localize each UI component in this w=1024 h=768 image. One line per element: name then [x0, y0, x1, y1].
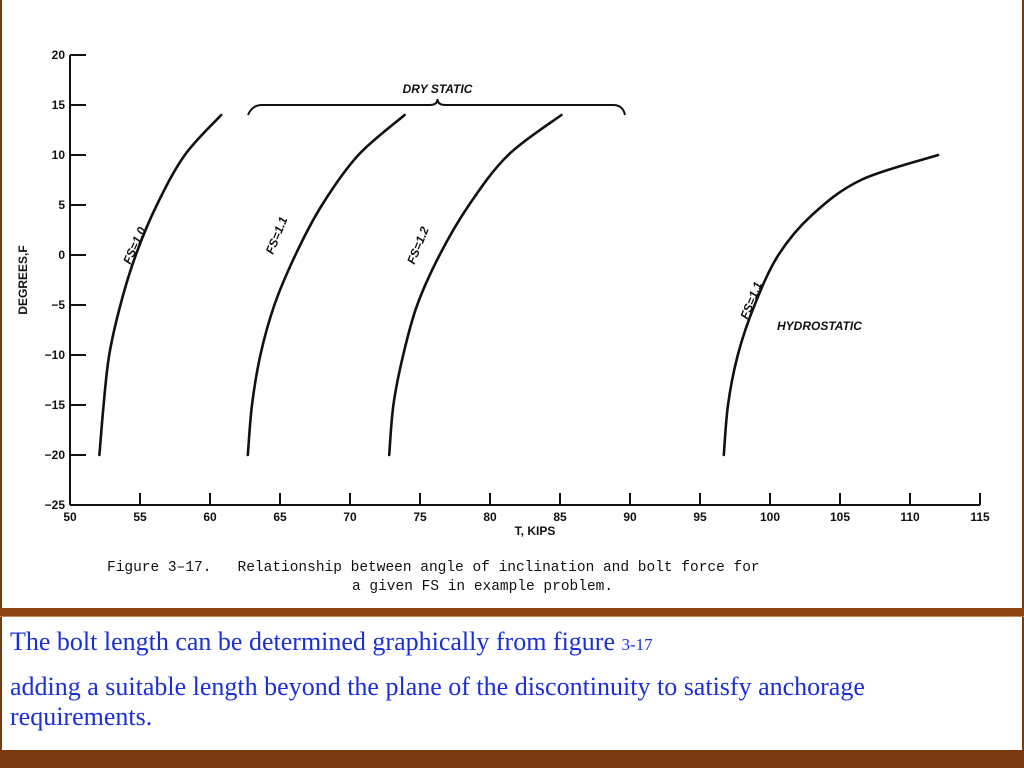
x-tick-label: 100 [760, 510, 780, 524]
x-tick-label: 110 [900, 510, 920, 524]
x-tick-label: 75 [413, 510, 427, 524]
curve-fs-1-2 [387, 113, 563, 457]
x-tick-label: 95 [693, 510, 707, 524]
y-tick-label: 15 [52, 98, 66, 112]
label-fs-1-2: FS=1.2 [404, 224, 432, 266]
figure-caption: Figure 3–17. Relationship between angle … [107, 560, 760, 595]
x-tick-label: 60 [203, 510, 217, 524]
x-tick-label: 80 [483, 510, 497, 524]
x-axis-title: T, KIPS [515, 524, 556, 538]
body-text-line-1: The bolt length can be determined graphi… [10, 627, 1010, 660]
chart-series [98, 113, 940, 457]
caption-line-1: Figure 3–17. Relationship between angle … [107, 560, 760, 576]
dry-static-label: DRY STATIC [403, 82, 473, 96]
figure-reference: 3-17 [621, 635, 653, 654]
dry-static-bracket-line [247, 98, 626, 116]
y-tick-label: −25 [45, 498, 66, 512]
curve-fs-1-1-hydrostatic [722, 153, 940, 457]
caption-line-2: a given FS in example problem. [352, 579, 613, 595]
divider-line [0, 616, 1024, 617]
x-tick-label: 85 [553, 510, 567, 524]
curve-fs-1-1-dry [246, 113, 406, 457]
dry-static-bracket [247, 98, 626, 116]
y-tick-label: 5 [58, 198, 65, 212]
y-tick-label: 20 [52, 48, 66, 62]
body-text-main: The bolt length can be determined graphi… [10, 627, 622, 656]
label-fs-1-1-dry: FS=1.1 [263, 214, 291, 256]
x-tick-label: 55 [133, 510, 147, 524]
footer-bar [0, 750, 1024, 768]
divider-bar [0, 608, 1024, 616]
x-tick-label: 70 [343, 510, 357, 524]
curve-fs-1-0 [98, 113, 223, 457]
y-tick-label: −10 [45, 348, 66, 362]
body-text-line-2: adding a suitable length beyond the plan… [10, 672, 865, 731]
y-tick-label: 10 [52, 148, 66, 162]
y-tick-label: 0 [58, 248, 65, 262]
y-axis-title: DEGREES,F [16, 245, 30, 314]
y-tick-label: −20 [45, 448, 66, 462]
hydrostatic-label: HYDROSTATIC [777, 319, 862, 333]
x-tick-label: 115 [970, 510, 990, 524]
y-tick-label: −15 [45, 398, 66, 412]
x-tick-label: 50 [63, 510, 77, 524]
x-tick-label: 65 [273, 510, 287, 524]
label-fs-1-1-hydrostatic: FS=1.1 [737, 279, 765, 321]
label-fs-1-0: FS=1.0 [120, 225, 149, 267]
x-tick-label: 105 [830, 510, 850, 524]
chart-axes [69, 54, 981, 506]
y-tick-label: −5 [51, 298, 65, 312]
x-tick-label: 90 [623, 510, 637, 524]
